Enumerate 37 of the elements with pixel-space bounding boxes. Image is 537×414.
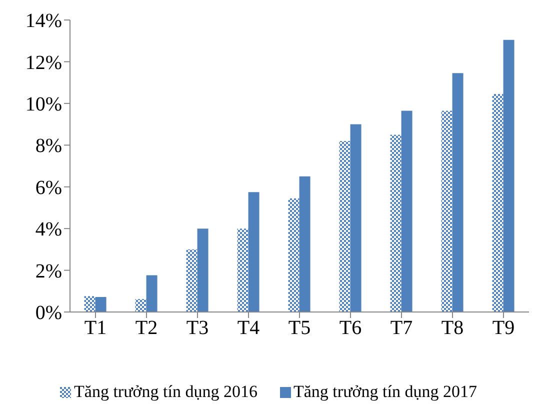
x-tick-label: T4 bbox=[237, 317, 260, 340]
x-tick-label: T8 bbox=[441, 317, 464, 340]
x-tick-label: T2 bbox=[135, 317, 158, 340]
y-tick-label: 0% bbox=[35, 302, 62, 324]
x-tick-label: T3 bbox=[186, 317, 209, 340]
y-tick-label: 14% bbox=[25, 10, 62, 32]
bar bbox=[237, 228, 248, 312]
bar bbox=[401, 110, 412, 312]
bar bbox=[84, 296, 96, 312]
y-tick-label: 4% bbox=[35, 218, 62, 241]
bar bbox=[503, 40, 514, 312]
bar bbox=[197, 228, 208, 312]
bar bbox=[339, 140, 350, 312]
y-tick-label: 10% bbox=[25, 94, 62, 116]
x-tick-label: T7 bbox=[390, 317, 413, 340]
x-tick-label: T9 bbox=[492, 317, 515, 340]
bar bbox=[390, 134, 402, 312]
bar bbox=[288, 198, 300, 312]
bar bbox=[441, 110, 452, 312]
bar bbox=[452, 73, 464, 312]
legend-label: Tăng trưởng tín dụng 2017 bbox=[294, 382, 477, 402]
y-tick-label: 6% bbox=[35, 176, 62, 199]
legend-label: Tăng trưởng tín dụng 2016 bbox=[74, 382, 258, 402]
y-tick-label: 8% bbox=[35, 135, 62, 158]
bar bbox=[350, 124, 362, 312]
bar bbox=[95, 296, 106, 312]
bar bbox=[492, 94, 504, 312]
x-tick-label: T1 bbox=[84, 317, 107, 340]
y-tick-label: 2% bbox=[35, 260, 62, 282]
bar bbox=[248, 192, 260, 312]
bar bbox=[135, 299, 146, 312]
y-tick-label: 12% bbox=[25, 52, 62, 74]
bar bbox=[146, 275, 158, 312]
x-tick-label: T5 bbox=[288, 317, 311, 340]
bar bbox=[299, 176, 310, 312]
bar bbox=[186, 249, 198, 312]
x-tick-label: T6 bbox=[339, 317, 362, 340]
